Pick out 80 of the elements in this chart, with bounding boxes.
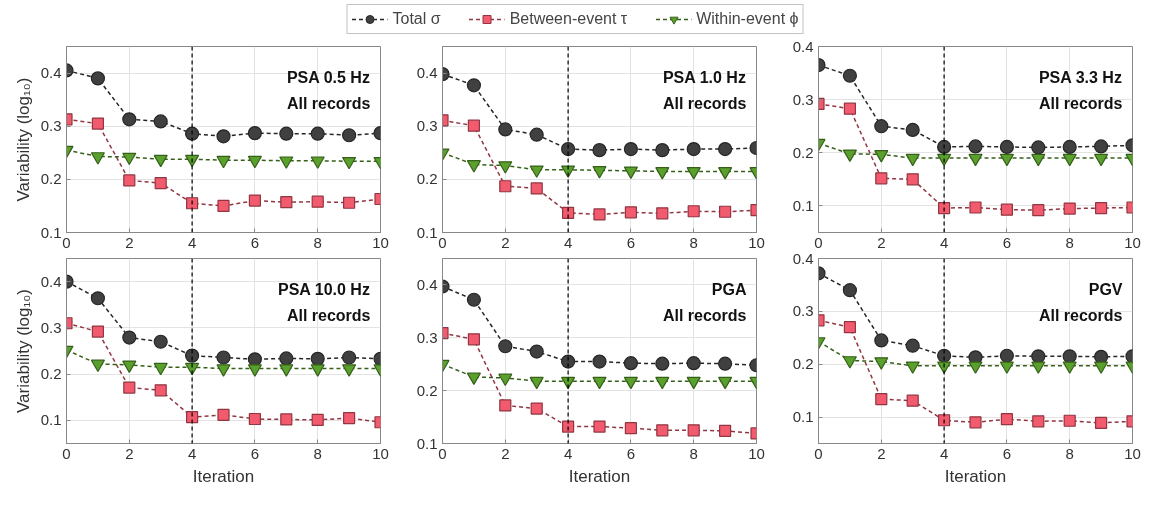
x-tick-label: 2 (501, 233, 510, 251)
annotation: All records (662, 94, 747, 112)
y-tick-label: 0.3 (40, 117, 62, 135)
x-tick-label: 8 (689, 233, 698, 251)
annotation: All records (1038, 306, 1123, 324)
y-tick-label: 0.1 (792, 196, 814, 214)
annotation: PSA 3.3 Hz (1038, 68, 1122, 86)
annotation: PSA 0.5 Hz (286, 68, 370, 86)
y-tick-label: 0.2 (792, 355, 814, 373)
y-tick-label: 0.4 (40, 272, 62, 290)
x-tick-label: 8 (1065, 233, 1074, 251)
annotation: All records (286, 94, 371, 112)
x-tick-label: 10 (372, 233, 389, 251)
y-tick-label: 0.4 (792, 37, 814, 55)
x-tick-label: 2 (877, 444, 886, 462)
x-tick-label: 2 (125, 233, 134, 251)
x-tick-label: 0 (814, 233, 823, 251)
y-tick-label: 0.3 (792, 90, 814, 108)
annotation: PGA (711, 280, 747, 298)
y-tick-label: 0.2 (40, 170, 62, 188)
y-tick-label: 0.1 (416, 434, 438, 452)
y-tick-label: 0.3 (416, 117, 438, 135)
x-tick-label: 2 (501, 444, 510, 462)
annotation: PSA 10.0 Hz (278, 280, 370, 298)
x-tick-label: 10 (748, 233, 765, 251)
legend-label: Total σ (392, 10, 441, 28)
x-tick-label: 4 (187, 444, 197, 462)
x-tick-label: 0 (814, 444, 823, 462)
x-tick-label: 6 (250, 444, 260, 462)
y-tick-label: 0.4 (792, 249, 814, 267)
x-axis-title: Iteration (192, 466, 255, 486)
y-tick-label: 0.2 (416, 381, 438, 399)
annotation: PGV (1088, 280, 1123, 298)
x-tick-label: 10 (372, 444, 389, 462)
y-tick-label: 0.3 (40, 318, 62, 336)
x-tick-label: 8 (689, 444, 698, 462)
y-tick-label: 0.1 (40, 223, 62, 241)
x-tick-label: 6 (626, 233, 636, 251)
x-tick-label: 2 (877, 233, 886, 251)
x-tick-label: 8 (313, 233, 322, 251)
annotation: All records (662, 306, 747, 324)
legend-label: Within-event ϕ (696, 10, 799, 28)
y-axis-title: Variability (log₁₀) (13, 77, 33, 202)
annotation: PSA 1.0 Hz (662, 68, 746, 86)
x-tick-label: 4 (187, 233, 197, 251)
y-tick-label: 0.4 (416, 275, 438, 293)
y-tick-label: 0.3 (416, 328, 438, 346)
x-tick-label: 4 (939, 444, 949, 462)
x-tick-label: 8 (1065, 444, 1074, 462)
annotation: All records (286, 306, 371, 324)
x-tick-label: 0 (438, 233, 447, 251)
x-tick-label: 10 (748, 444, 765, 462)
x-tick-label: 8 (313, 444, 322, 462)
legend-label: Between-event τ (509, 10, 628, 28)
x-tick-label: 6 (1002, 444, 1012, 462)
x-tick-label: 4 (563, 444, 573, 462)
annotation: All records (1038, 94, 1123, 112)
y-axis-title: Variability (log₁₀) (13, 289, 33, 413)
x-tick-label: 0 (62, 233, 71, 251)
x-tick-label: 0 (62, 444, 71, 462)
x-tick-label: 4 (939, 233, 949, 251)
y-tick-label: 0.1 (40, 411, 62, 429)
x-tick-label: 2 (125, 444, 134, 462)
y-tick-label: 0.4 (416, 64, 438, 82)
x-axis-title: Iteration (944, 466, 1007, 486)
x-tick-label: 6 (250, 233, 260, 251)
y-tick-label: 0.1 (792, 408, 814, 426)
x-tick-label: 10 (1124, 233, 1141, 251)
x-tick-label: 6 (626, 444, 636, 462)
y-tick-label: 0.2 (416, 170, 438, 188)
x-axis-title: Iteration (568, 466, 631, 486)
x-tick-label: 0 (438, 444, 447, 462)
y-tick-label: 0.2 (40, 365, 62, 383)
x-tick-label: 10 (1124, 444, 1141, 462)
y-tick-label: 0.2 (792, 143, 814, 161)
y-tick-label: 0.3 (792, 302, 814, 320)
x-tick-label: 4 (563, 233, 573, 251)
x-tick-label: 6 (1002, 233, 1012, 251)
y-tick-label: 0.4 (40, 64, 62, 82)
y-tick-label: 0.1 (416, 223, 438, 241)
